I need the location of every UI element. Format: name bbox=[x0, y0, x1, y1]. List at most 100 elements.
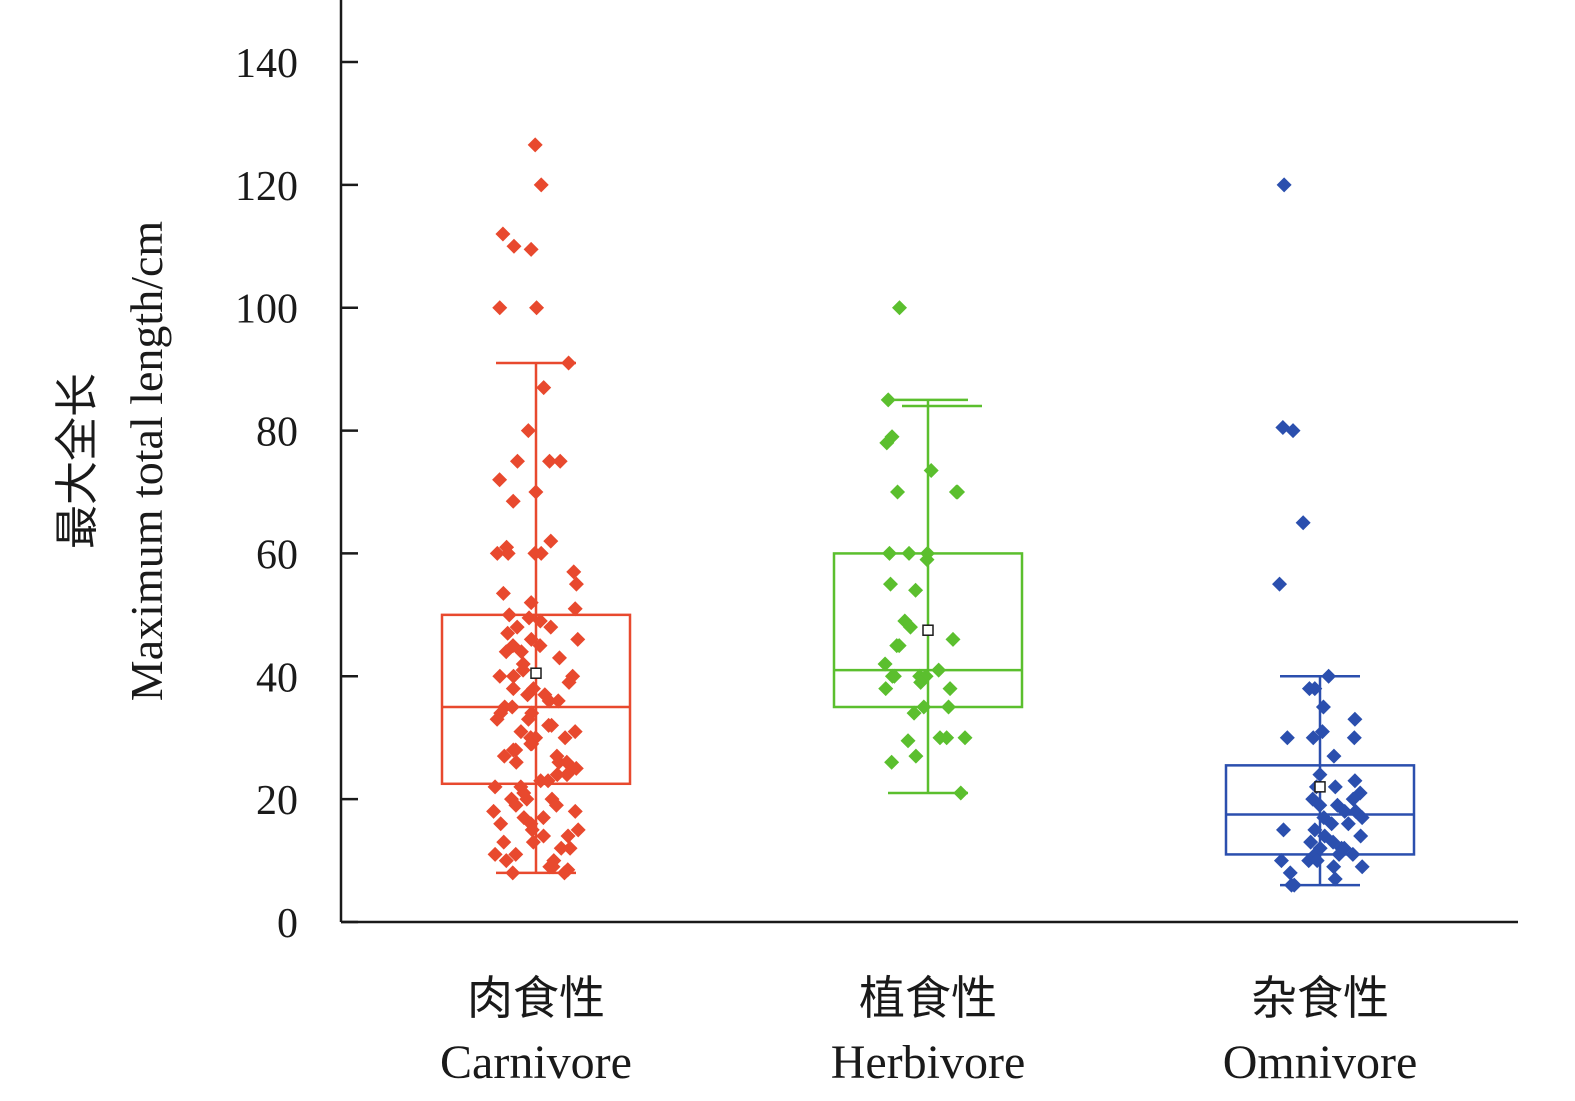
data-point bbox=[492, 668, 508, 684]
y-tick-label: 40 bbox=[256, 655, 298, 701]
data-point bbox=[923, 463, 939, 478]
data-point bbox=[931, 662, 947, 678]
x-category-label-cn: 植食性 bbox=[859, 971, 997, 1025]
data-point bbox=[1345, 846, 1361, 862]
data-point bbox=[1312, 797, 1328, 813]
data-point bbox=[890, 484, 906, 500]
data-point bbox=[532, 613, 548, 629]
data-point bbox=[505, 865, 521, 881]
data-point bbox=[957, 730, 973, 746]
data-point bbox=[1309, 853, 1325, 869]
data-point bbox=[1295, 515, 1311, 531]
data-point bbox=[916, 699, 932, 715]
data-point bbox=[550, 693, 566, 709]
data-point bbox=[942, 681, 958, 697]
data-point bbox=[1279, 730, 1295, 746]
data-point bbox=[913, 674, 929, 690]
series-omnivore bbox=[1224, 177, 1416, 893]
data-point bbox=[1331, 846, 1347, 862]
data-point bbox=[891, 638, 907, 654]
data-point bbox=[1307, 822, 1323, 838]
data-point bbox=[1273, 853, 1289, 869]
data-point bbox=[543, 619, 559, 635]
data-point bbox=[567, 803, 583, 819]
data-point bbox=[549, 767, 565, 783]
y-ticks: 0 20 40 60 80 100 120 140 bbox=[235, 41, 358, 947]
data-point bbox=[1353, 828, 1369, 844]
data-point bbox=[523, 595, 539, 611]
data-point bbox=[521, 610, 537, 626]
data-point bbox=[1285, 423, 1301, 439]
data-point bbox=[509, 619, 525, 635]
data-point bbox=[541, 717, 557, 733]
data-point bbox=[570, 631, 586, 647]
data-point bbox=[513, 724, 529, 740]
data-point bbox=[883, 576, 899, 592]
data-point bbox=[520, 711, 536, 727]
data-point bbox=[1354, 859, 1370, 875]
axes bbox=[339, 0, 1518, 924]
x-category-label-cn: 肉食性 bbox=[467, 971, 605, 1025]
data-point bbox=[881, 545, 897, 561]
data-point bbox=[900, 733, 916, 749]
data-point bbox=[1340, 816, 1356, 832]
data-point bbox=[880, 392, 896, 408]
data-point bbox=[892, 300, 908, 316]
y-axis-label-cn: 最大全长 bbox=[52, 373, 103, 549]
data-point bbox=[945, 631, 961, 647]
data-point bbox=[901, 545, 917, 561]
y-tick-label: 80 bbox=[256, 410, 298, 456]
data-point bbox=[506, 668, 522, 684]
data-point bbox=[908, 748, 924, 764]
data-point bbox=[553, 840, 569, 856]
x-category-label-en: Carnivore bbox=[440, 1036, 632, 1089]
data-point bbox=[551, 754, 567, 770]
data-point bbox=[1301, 853, 1317, 869]
data-point bbox=[505, 493, 521, 509]
data-point bbox=[1286, 877, 1302, 893]
data-point bbox=[520, 687, 536, 703]
y-tick-label: 20 bbox=[256, 778, 298, 824]
data-point bbox=[527, 137, 543, 153]
data-point bbox=[932, 730, 948, 746]
data-point bbox=[487, 779, 503, 795]
data-point bbox=[548, 797, 564, 813]
data-point bbox=[532, 638, 548, 654]
data-point bbox=[541, 693, 557, 709]
data-point bbox=[1347, 773, 1363, 789]
data-point bbox=[508, 846, 524, 862]
data-point bbox=[879, 435, 895, 451]
data-point bbox=[1345, 791, 1361, 807]
data-point bbox=[504, 699, 520, 715]
data-point bbox=[906, 705, 922, 721]
data-point bbox=[877, 656, 893, 672]
y-tick-label: 140 bbox=[235, 41, 298, 87]
data-point bbox=[570, 822, 586, 838]
x-category-labels: 肉食性 Carnivore 植食性 Herbivore 杂食性 Omnivore bbox=[440, 971, 1417, 1089]
x-category-label-en: Herbivore bbox=[831, 1036, 1026, 1089]
data-point bbox=[1275, 822, 1291, 838]
data-point bbox=[492, 300, 508, 316]
data-point bbox=[1321, 668, 1337, 684]
data-point bbox=[489, 711, 505, 727]
data-point bbox=[536, 380, 552, 396]
data-point bbox=[1327, 871, 1343, 887]
data-point bbox=[568, 576, 584, 592]
data-point bbox=[506, 238, 522, 254]
data-point bbox=[508, 754, 524, 770]
data-point bbox=[543, 533, 559, 549]
data-point bbox=[509, 453, 525, 469]
data-point bbox=[1326, 748, 1342, 764]
data-point bbox=[567, 724, 583, 740]
data-point bbox=[1272, 576, 1288, 592]
y-tick-label: 120 bbox=[235, 164, 298, 210]
data-point bbox=[551, 650, 567, 666]
data-point bbox=[884, 754, 900, 770]
y-axis-label-en: Maximum total length/cm bbox=[121, 221, 172, 702]
data-point bbox=[561, 674, 577, 690]
data-point bbox=[536, 828, 552, 844]
data-point bbox=[557, 730, 573, 746]
data-point bbox=[902, 619, 918, 635]
data-point bbox=[527, 545, 543, 561]
